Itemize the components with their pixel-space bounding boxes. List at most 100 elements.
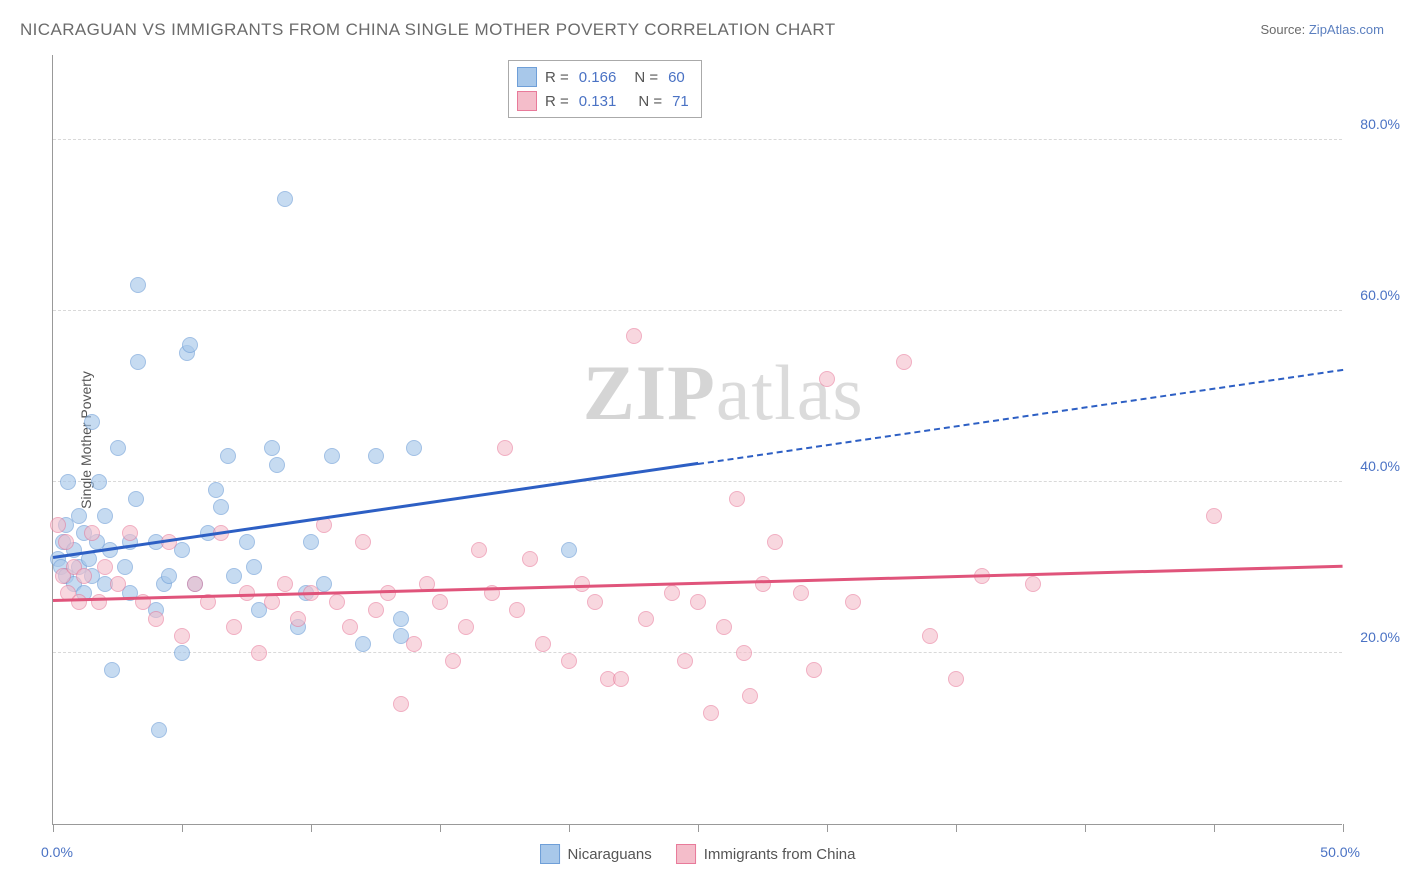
data-point xyxy=(220,448,236,464)
data-point xyxy=(509,602,525,618)
data-point xyxy=(729,491,745,507)
data-point xyxy=(845,594,861,610)
x-tick xyxy=(698,824,699,832)
y-tick-label: 40.0% xyxy=(1360,458,1400,474)
data-point xyxy=(561,542,577,558)
data-point xyxy=(638,611,654,627)
data-point xyxy=(122,525,138,541)
legend-swatch xyxy=(540,844,560,864)
data-point xyxy=(393,696,409,712)
data-point xyxy=(161,568,177,584)
data-point xyxy=(58,534,74,550)
data-point xyxy=(226,619,242,635)
series-legend-label: Immigrants from China xyxy=(704,846,856,863)
x-tick xyxy=(1214,824,1215,832)
data-point xyxy=(91,474,107,490)
data-point xyxy=(187,576,203,592)
x-axis-min-label: 0.0% xyxy=(41,844,73,860)
data-point xyxy=(110,440,126,456)
data-point xyxy=(535,636,551,652)
data-point xyxy=(922,628,938,644)
x-tick xyxy=(1343,824,1344,832)
data-point xyxy=(380,585,396,601)
data-point xyxy=(91,594,107,610)
data-point xyxy=(1206,508,1222,524)
data-point xyxy=(613,671,629,687)
x-tick xyxy=(311,824,312,832)
data-point xyxy=(948,671,964,687)
data-point xyxy=(393,611,409,627)
data-point xyxy=(128,491,144,507)
source-link[interactable]: ZipAtlas.com xyxy=(1309,22,1384,37)
data-point xyxy=(264,594,280,610)
data-point xyxy=(736,645,752,661)
data-point xyxy=(290,611,306,627)
data-point xyxy=(368,602,384,618)
data-point xyxy=(664,585,680,601)
data-point xyxy=(324,448,340,464)
x-axis-max-label: 50.0% xyxy=(1320,844,1360,860)
data-point xyxy=(497,440,513,456)
chart-title: NICARAGUAN VS IMMIGRANTS FROM CHINA SING… xyxy=(20,20,836,40)
data-point xyxy=(264,440,280,456)
data-point xyxy=(97,508,113,524)
data-point xyxy=(130,277,146,293)
data-point xyxy=(148,611,164,627)
data-point xyxy=(277,576,293,592)
data-point xyxy=(368,448,384,464)
series-legend: Nicaraguans Immigrants from China xyxy=(540,844,856,864)
data-point xyxy=(76,568,92,584)
data-point xyxy=(1025,576,1041,592)
x-tick xyxy=(956,824,957,832)
data-point xyxy=(117,559,133,575)
x-tick xyxy=(1085,824,1086,832)
data-point xyxy=(251,645,267,661)
data-point xyxy=(819,371,835,387)
data-point xyxy=(84,414,100,430)
series-legend-item: Nicaraguans xyxy=(540,844,652,864)
data-point xyxy=(703,705,719,721)
source-prefix: Source: xyxy=(1260,22,1308,37)
data-point xyxy=(329,594,345,610)
data-point xyxy=(522,551,538,567)
data-point xyxy=(226,568,242,584)
watermark-bold: ZIP xyxy=(583,349,716,436)
data-point xyxy=(110,576,126,592)
data-point xyxy=(246,559,262,575)
data-point xyxy=(406,440,422,456)
legend-n-label: N = xyxy=(634,69,658,86)
legend-n-label: N = xyxy=(638,93,662,110)
data-point xyxy=(50,517,66,533)
data-point xyxy=(174,645,190,661)
legend-n-value: 60 xyxy=(668,69,685,86)
x-tick xyxy=(827,824,828,832)
series-legend-label: Nicaraguans xyxy=(568,846,652,863)
x-tick xyxy=(182,824,183,832)
stats-legend-row: R = 0.166 N = 60 xyxy=(517,65,689,89)
legend-r-value: 0.166 xyxy=(579,69,617,86)
data-point xyxy=(806,662,822,678)
data-point xyxy=(716,619,732,635)
data-point xyxy=(458,619,474,635)
data-point xyxy=(104,662,120,678)
watermark: ZIPatlas xyxy=(583,348,864,438)
data-point xyxy=(239,534,255,550)
data-point xyxy=(277,191,293,207)
data-point xyxy=(561,653,577,669)
y-tick-label: 20.0% xyxy=(1360,629,1400,645)
stats-legend: R = 0.166 N = 60 R = 0.131 N = 71 xyxy=(508,60,702,118)
y-tick-label: 60.0% xyxy=(1360,287,1400,303)
data-point xyxy=(182,337,198,353)
data-point xyxy=(406,636,422,652)
data-point xyxy=(355,534,371,550)
data-point xyxy=(97,559,113,575)
data-point xyxy=(432,594,448,610)
data-point xyxy=(742,688,758,704)
data-point xyxy=(269,457,285,473)
legend-swatch xyxy=(676,844,696,864)
legend-n-value: 71 xyxy=(672,93,689,110)
data-point xyxy=(896,354,912,370)
legend-swatch xyxy=(517,91,537,111)
stats-legend-row: R = 0.131 N = 71 xyxy=(517,89,689,113)
data-point xyxy=(755,576,771,592)
